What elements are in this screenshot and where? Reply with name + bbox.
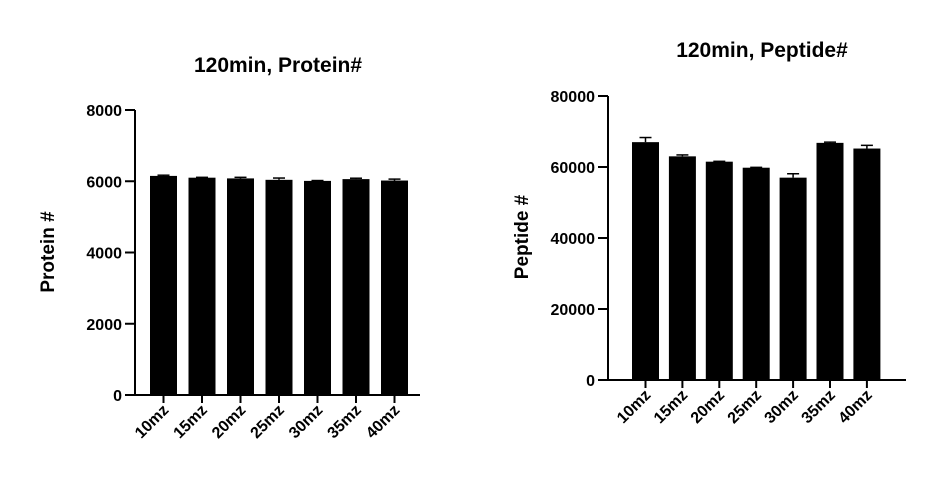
protein-bar xyxy=(227,178,254,395)
peptide-plot-area: 0 20000 40000 60000 80000 10mz15mz20mz25mz30m… xyxy=(551,89,906,427)
peptide-bar xyxy=(853,148,881,380)
peptide-y-tick-label: 0 xyxy=(586,373,595,390)
peptide-bar xyxy=(668,156,696,380)
peptide-category-label: 30mz xyxy=(762,387,802,427)
protein-y-tick-label: 4000 xyxy=(86,246,122,263)
protein-category-label: 30mz xyxy=(286,402,326,442)
peptide-y-axis-label: Peptide # xyxy=(512,194,533,279)
peptide-bar xyxy=(632,142,659,380)
protein-chart: 120min, Protein# Protein # 0 2000 4000 6000… xyxy=(38,54,420,442)
peptide-category-label: 40mz xyxy=(835,387,875,427)
protein-y-tick-label: 0 xyxy=(113,388,122,405)
protein-y-axis-label: Protein # xyxy=(38,211,59,293)
peptide-bar xyxy=(816,142,844,380)
protein-bar xyxy=(150,175,177,395)
protein-bar xyxy=(265,179,293,395)
peptide-y-tick-label: 20000 xyxy=(551,302,596,319)
peptide-chart: 120min, Peptide# Peptide # 0 20000 40000 60… xyxy=(512,39,906,427)
peptide-category-label: 10mz xyxy=(614,387,654,427)
protein-y-tick-label: 6000 xyxy=(86,174,122,191)
protein-plot-area: 0 2000 4000 6000 8000 10mz15mz20mz25mz30mz35m… xyxy=(86,103,420,442)
peptide-chart-title: 120min, Peptide# xyxy=(676,39,848,62)
peptide-bar xyxy=(779,177,807,380)
protein-y-tick-label: 2000 xyxy=(86,317,122,334)
protein-bar xyxy=(188,177,216,395)
peptide-category-label: 15mz xyxy=(651,387,691,427)
peptide-bar xyxy=(705,161,733,380)
protein-category-label: 35mz xyxy=(325,402,365,442)
protein-bar xyxy=(342,179,370,395)
protein-category-label: 15mz xyxy=(171,402,211,442)
peptide-y-tick-label: 80000 xyxy=(551,89,596,106)
protein-category-label: 20mz xyxy=(209,402,249,442)
protein-bar xyxy=(304,180,331,395)
protein-chart-title: 120min, Protein# xyxy=(194,54,362,77)
peptide-y-tick-label: 60000 xyxy=(551,160,596,177)
peptide-category-label: 35mz xyxy=(799,387,839,427)
peptide-category-label: 20mz xyxy=(688,387,728,427)
protein-category-label: 10mz xyxy=(132,402,172,442)
peptide-category-label: 25mz xyxy=(725,387,765,427)
protein-y-tick-label: 8000 xyxy=(86,103,122,120)
peptide-bar xyxy=(742,167,770,380)
protein-category-label: 25mz xyxy=(248,402,288,442)
protein-bar xyxy=(381,180,408,395)
protein-category-label: 40mz xyxy=(363,402,403,442)
peptide-y-tick-label: 40000 xyxy=(551,231,596,248)
